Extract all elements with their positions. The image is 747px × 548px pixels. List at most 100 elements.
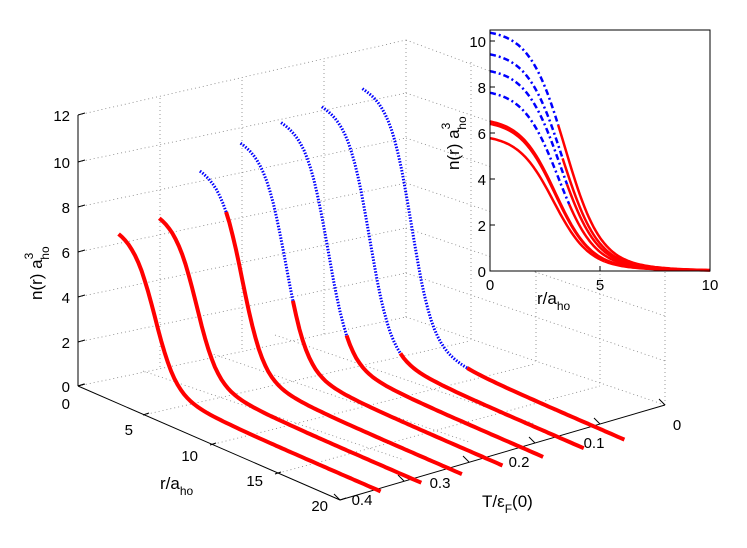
- r-tick-label: 15: [246, 473, 263, 490]
- main-curves: [117, 87, 626, 494]
- inset-ytick-label: 0: [478, 264, 486, 281]
- t-axis-label-base: T/ε: [482, 492, 505, 511]
- inset-xtick-label: 5: [596, 277, 604, 294]
- inset-y-label-sup: 3: [439, 122, 453, 129]
- main-axes: [77, 115, 666, 501]
- thermal-profile-0: [361, 87, 472, 372]
- inset-ytick-label: 4: [478, 172, 486, 189]
- inset-tick-marks: [490, 40, 601, 271]
- t-tick-mark: [658, 398, 666, 406]
- r-tick-label: 20: [311, 498, 328, 515]
- r-tick-mark: [339, 497, 347, 501]
- inset-y-label: n(r) a3 ho: [439, 116, 469, 170]
- t-axis-line: [339, 404, 666, 501]
- z-tick-label: 6: [62, 245, 70, 262]
- r-ticks: [77, 383, 347, 501]
- inset-x-label-sub: ho: [557, 299, 571, 313]
- z-tick-label: 12: [53, 108, 70, 125]
- inset-ytick-label: 6: [478, 126, 486, 143]
- thermal-profile-2: [280, 121, 352, 346]
- inset-thermal-2: [489, 69, 569, 185]
- floor-grid-x-15: [274, 385, 601, 475]
- r-tick-label: 0: [62, 396, 70, 413]
- z-tick-label: 8: [62, 200, 70, 217]
- condensed-profile-2: [344, 334, 544, 459]
- condensed-profile-6: [117, 232, 382, 494]
- z-tick-labels: 0 2 4 6 8 10 12: [53, 108, 70, 396]
- t-tick-mark: [593, 417, 601, 425]
- condensed-profile-5: [157, 216, 423, 485]
- t-tick-mark: [333, 493, 341, 501]
- z-tick-label: 0: [62, 379, 70, 396]
- t-tick-mark: [397, 474, 405, 482]
- z-tick-label: 4: [62, 290, 70, 307]
- r-axis-label-base: r/a: [160, 474, 180, 493]
- inset-curves: [489, 31, 711, 272]
- grid-z-0-back: [77, 316, 407, 387]
- t-tick-mark: [528, 436, 536, 444]
- inset-xtick-label: 10: [702, 277, 719, 294]
- t-axis-label: T/εF(0): [482, 492, 533, 516]
- t-tick-label: 0.3: [430, 475, 451, 492]
- r-axis-label-sub: ho: [180, 484, 194, 498]
- t-axis-label-tail: (0): [512, 492, 533, 511]
- r-tick-mark: [142, 412, 150, 416]
- inset-xtick-labels: 0 5 10: [486, 277, 719, 294]
- z-axis-label-base: n(r) a: [27, 259, 46, 300]
- z-axis-label: n(r) a3 ho: [22, 246, 52, 300]
- inset-condensed-head-6: [489, 136, 605, 263]
- t-tick-label: 0.2: [509, 454, 530, 471]
- t-tick-label: 0.4: [352, 492, 373, 509]
- thermal-profile-1: [320, 105, 402, 355]
- r-axis-label: r/aho: [160, 474, 194, 498]
- inset-ytick-label: 8: [478, 80, 486, 97]
- inset-xtick-label: 0: [486, 277, 494, 294]
- grid-z-0-side: [405, 316, 666, 406]
- inset-thermal-0: [489, 31, 560, 126]
- inset-ytick-label: 10: [469, 34, 486, 51]
- z-tick-mark: [77, 339, 86, 343]
- z-ticks: [77, 112, 86, 387]
- z-tick-mark: [77, 249, 86, 253]
- t-tick-label: 0.1: [584, 435, 605, 452]
- inset-x-label: r/aho: [537, 289, 571, 313]
- r-tick-mark: [77, 383, 85, 387]
- z-tick-label: 10: [53, 155, 70, 172]
- inset-thermal-3: [489, 91, 571, 205]
- condensed-profile-0: [466, 366, 626, 442]
- r-tick-label: 5: [125, 422, 133, 439]
- thermal-profile-4: [198, 169, 231, 224]
- z-tick-mark: [77, 112, 86, 116]
- grid-z-10-back: [77, 92, 407, 163]
- floor-grid-t-02: [209, 352, 470, 443]
- z-tick-mark: [77, 204, 86, 208]
- inset-x-label-base: r/a: [537, 289, 557, 308]
- condensed-profile-1: [398, 352, 585, 451]
- r-tick-mark: [209, 442, 217, 446]
- inset-y-label-base: n(r) a: [444, 129, 463, 170]
- thermal-profile-3: [239, 141, 295, 302]
- z-axis-label-sup: 3: [22, 252, 36, 259]
- inset-thermal-1: [489, 53, 564, 159]
- r-tick-mark: [274, 471, 282, 475]
- z-tick-label: 2: [62, 335, 70, 352]
- inset-condensed-head-5: [489, 122, 605, 261]
- t-tick-label: 0: [673, 417, 681, 434]
- grid-z-12-back: [77, 39, 407, 116]
- grid-z-2-side: [405, 272, 666, 362]
- t-tick-mark: [462, 455, 470, 463]
- inset-ytick-labels: 0 2 4 6 8 10: [469, 34, 486, 281]
- inset-background: [489, 29, 711, 272]
- t-ticks: [333, 398, 666, 501]
- inset-y-label-sub: ho: [455, 116, 469, 130]
- z-tick-mark: [77, 294, 86, 298]
- z-axis-label-sub: ho: [38, 246, 52, 260]
- inset-condensed-6: [603, 260, 711, 272]
- r-tick-labels: 0 5 10 15 20: [62, 396, 328, 515]
- inset-plot: 0 2 4 6 8 10 0 5 10 r/aho n(r) a3 ho: [439, 29, 719, 313]
- condensed-profile-4: [224, 211, 463, 476]
- grid-z-4-side: [405, 227, 666, 317]
